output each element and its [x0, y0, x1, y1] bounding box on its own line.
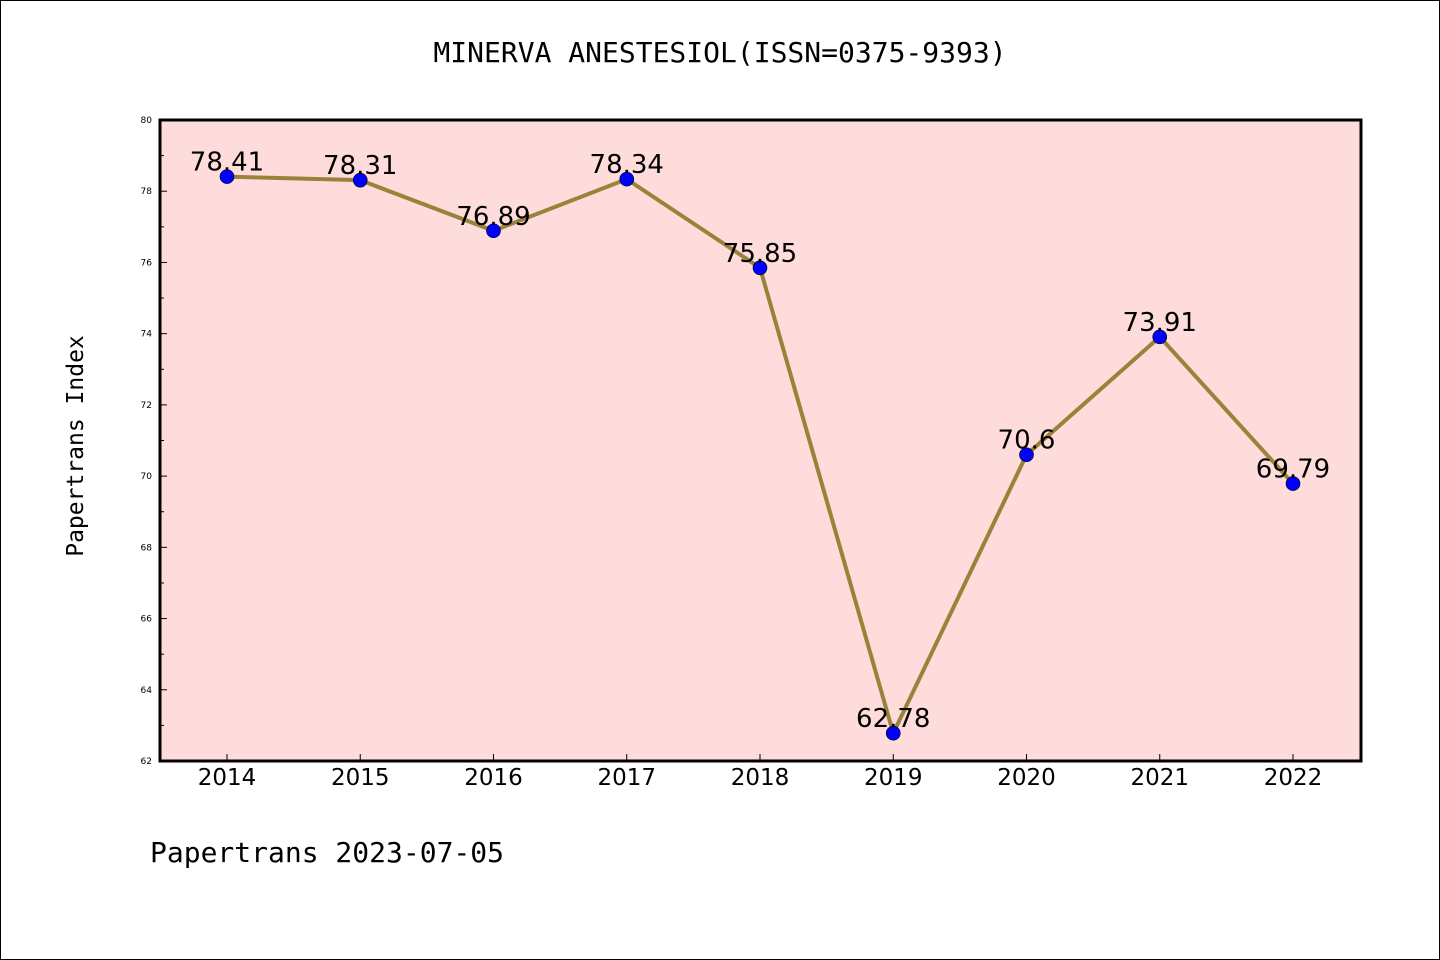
- data-point: [1285, 476, 1301, 491]
- x-tick-label: 2017: [597, 765, 656, 791]
- x-tick-label: 2019: [864, 765, 923, 791]
- data-point: [486, 223, 501, 239]
- y-tick-label: 74: [141, 330, 153, 340]
- data-point: [1019, 447, 1034, 463]
- series-markers: [219, 169, 1301, 741]
- data-label: 69.79: [1256, 455, 1330, 485]
- data-label: 78.34: [590, 150, 664, 180]
- x-tick-label: 2014: [198, 765, 257, 791]
- data-label: 75.85: [723, 239, 797, 269]
- y-tick-label: 64: [141, 686, 153, 696]
- data-point: [219, 169, 235, 184]
- y-tick-label: 62: [141, 757, 152, 767]
- chart-title: MINERVA ANESTESIOL(ISSN=0375-9393): [433, 36, 1007, 69]
- y-tick-label: 70: [141, 472, 153, 482]
- plot-area: [158, 118, 1363, 763]
- x-tick-label: 2018: [731, 765, 790, 791]
- x-tick-label: 2020: [997, 765, 1056, 791]
- data-point: [752, 260, 768, 276]
- x-axis: 2014 2015 2016 2017 2018 2019 2020 2021 2022: [198, 754, 1323, 791]
- data-point: [1152, 329, 1168, 345]
- data-point: [352, 172, 368, 188]
- y-tick-label: 72: [141, 401, 152, 411]
- footer-date: Papertrans 2023-07-05: [150, 836, 505, 869]
- x-tick-label: 2016: [464, 765, 523, 791]
- data-labels: 78.41 78.31 76.89 78.34 75.85 62.78 70.6 73.91 6…: [190, 148, 1330, 735]
- data-label: 73.91: [1123, 308, 1197, 338]
- data-point: [885, 725, 901, 741]
- y-tick-label: 76: [141, 258, 153, 268]
- x-tick-label: 2021: [1130, 765, 1189, 791]
- y-tick-label: 78: [141, 187, 153, 197]
- data-label: 78.31: [323, 151, 397, 181]
- y-tick-label: 68: [141, 543, 153, 553]
- data-label: 70.6: [998, 426, 1056, 456]
- x-tick-label: 2015: [331, 765, 390, 791]
- data-label: 78.41: [190, 148, 264, 178]
- data-label: 62.78: [856, 704, 930, 734]
- data-point: [619, 171, 635, 187]
- y-tick-label: 80: [141, 116, 153, 126]
- data-label: 76.89: [456, 202, 530, 232]
- x-tick-label: 2022: [1264, 765, 1323, 791]
- y-tick-label: 66: [141, 615, 153, 625]
- y-axis: 62 64 66 68 70 72 74 76 78 80: [141, 116, 167, 767]
